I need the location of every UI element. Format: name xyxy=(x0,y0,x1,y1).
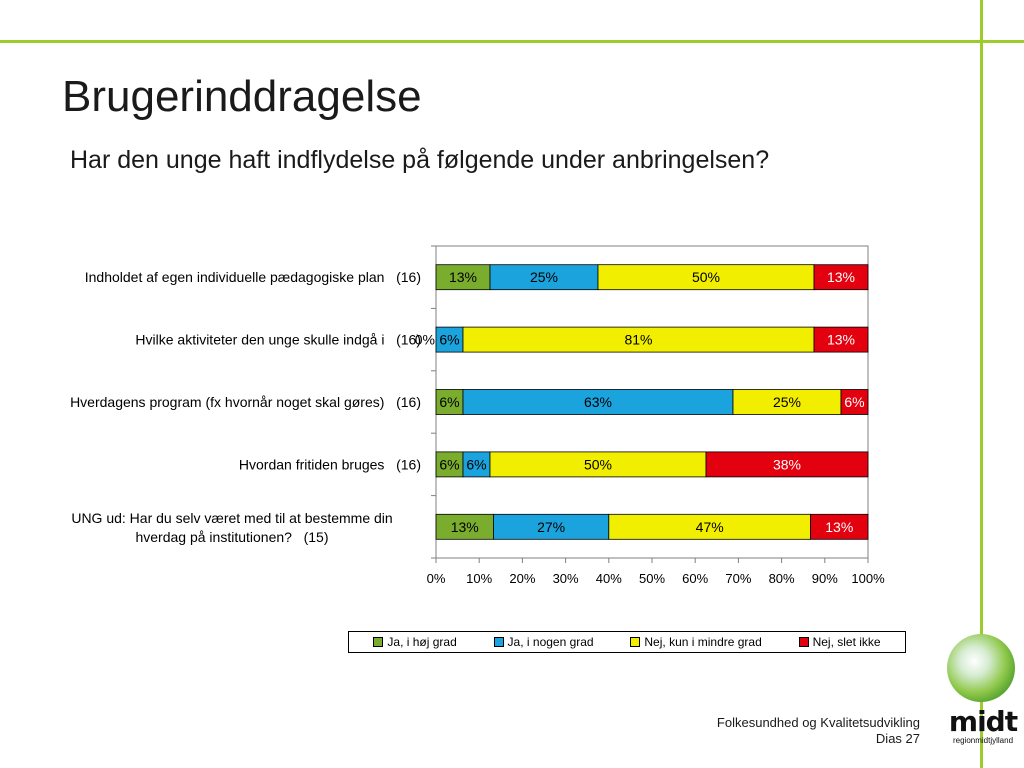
x-tick-label: 30% xyxy=(553,571,579,586)
legend-swatch xyxy=(373,637,384,647)
slide-subtitle: Har den unge haft indflydelse på følgend… xyxy=(70,146,770,174)
legend-label: Nej, kun i mindre grad xyxy=(644,635,762,649)
x-tick-label: 90% xyxy=(812,571,838,586)
x-tick-label: 70% xyxy=(725,571,751,586)
x-tick-label: 60% xyxy=(682,571,708,586)
x-tick-label: 80% xyxy=(769,571,795,586)
x-tick-label: 20% xyxy=(509,571,535,586)
category-label: hverdag på institutionen? (15) xyxy=(135,529,328,545)
data-label: 47% xyxy=(696,519,724,535)
bar-segment xyxy=(462,326,815,353)
bar-segment xyxy=(810,513,869,540)
data-label: 50% xyxy=(584,456,612,472)
bar-segment xyxy=(493,513,610,540)
bar-segment xyxy=(597,264,815,291)
bar-segment xyxy=(435,389,464,415)
data-label: 6% xyxy=(439,332,459,348)
legend-item: Nej, slet ikke xyxy=(798,635,881,649)
legend-label: Ja, i nogen grad xyxy=(507,635,594,649)
x-tick-label: 50% xyxy=(639,571,665,586)
x-tick-label: 40% xyxy=(596,571,622,586)
data-label: 38% xyxy=(773,456,801,472)
bar-segment xyxy=(608,513,811,540)
bar-segment xyxy=(840,389,869,415)
region-logo: midt regionmidtjylland xyxy=(944,708,1022,746)
data-label: 50% xyxy=(692,269,720,285)
slide-title: Brugerinddragelse xyxy=(62,72,422,121)
slide-footer: Folkesundhed og Kvalitetsudvikling Dias … xyxy=(717,715,920,747)
bar-segment xyxy=(462,451,491,478)
x-tick-label: 100% xyxy=(851,571,885,586)
data-label: 13% xyxy=(449,269,477,285)
data-label: 25% xyxy=(773,394,801,410)
logo-subtext: regionmidtjylland xyxy=(952,736,1014,745)
legend-item: Ja, i høj grad xyxy=(373,635,457,649)
bar-segment xyxy=(489,264,599,291)
globe-logo-icon xyxy=(947,634,1015,702)
data-label: 25% xyxy=(530,269,558,285)
legend-item: Nej, kun i mindre grad xyxy=(630,635,762,649)
bar-segment xyxy=(435,326,464,353)
data-label: 81% xyxy=(624,332,652,348)
data-label: 13% xyxy=(827,269,855,285)
category-label: UNG ud: Har du selv været med til at bes… xyxy=(71,510,392,526)
data-label: 63% xyxy=(584,394,612,410)
legend-swatch xyxy=(798,637,809,647)
data-label: 6% xyxy=(439,456,459,472)
bar-segment xyxy=(732,389,842,415)
legend-swatch xyxy=(630,637,641,647)
chart-legend: Ja, i høj grad Ja, i nogen grad Nej, kun i… xyxy=(348,631,906,653)
bar-segment xyxy=(435,513,494,540)
data-label: 6% xyxy=(439,394,459,410)
logo-word: midt xyxy=(948,705,1018,738)
legend-swatch xyxy=(493,637,504,647)
legend-label: Ja, i høj grad xyxy=(387,635,457,649)
x-tick-label: 10% xyxy=(466,571,492,586)
footer-slide-number: Dias 27 xyxy=(875,731,920,746)
legend-label: Nej, slet ikke xyxy=(812,635,881,649)
category-label: Indholdet af egen individuelle pædagogis… xyxy=(85,269,421,285)
data-label: 6% xyxy=(466,456,486,472)
bar-segment xyxy=(813,264,869,291)
footer-department: Folkesundhed og Kvalitetsudvikling xyxy=(716,715,920,730)
data-label: 13% xyxy=(451,519,479,535)
data-label: 27% xyxy=(537,519,565,535)
data-label: 13% xyxy=(825,519,853,535)
bar-segment xyxy=(705,451,869,478)
category-label: Hvilke aktiviteter den unge skulle indgå… xyxy=(135,332,421,348)
data-label: 13% xyxy=(827,332,855,348)
category-label: Hverdagens program (fx hvornår noget ska… xyxy=(70,394,421,410)
x-tick-label: 0% xyxy=(427,571,446,586)
bar-segment xyxy=(462,389,734,415)
data-label: 6% xyxy=(844,394,864,410)
bar-segment xyxy=(813,326,869,353)
data-label: 0% xyxy=(415,332,435,348)
right-accent-line xyxy=(980,0,983,768)
category-label: Hvordan fritiden bruges (16) xyxy=(239,456,421,472)
top-accent-line xyxy=(0,40,1024,43)
legend-item: Ja, i nogen grad xyxy=(493,635,594,649)
